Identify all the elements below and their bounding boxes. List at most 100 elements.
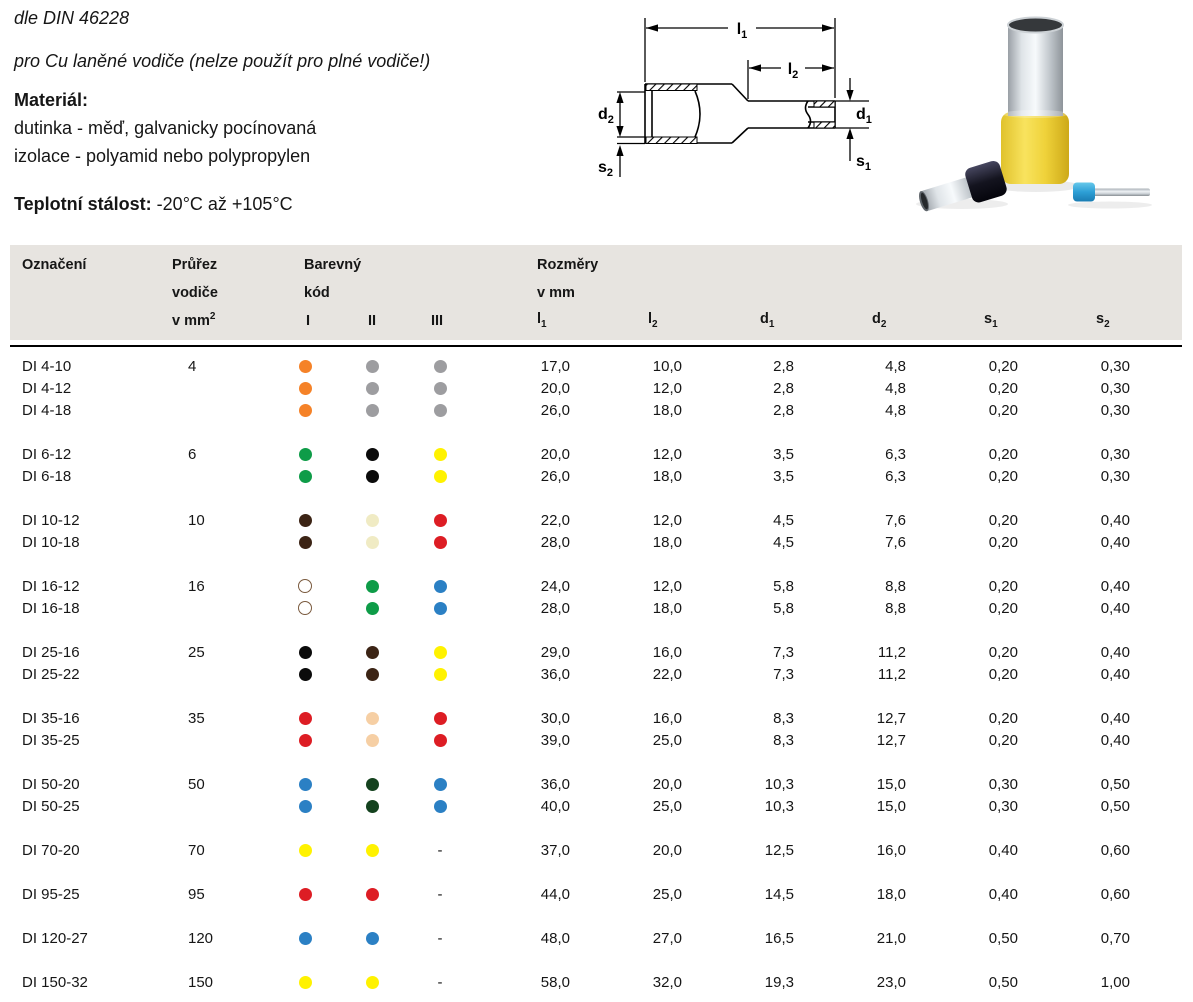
dimension-cell: 25,0 — [652, 797, 682, 815]
color-dot — [298, 513, 312, 527]
color-dot — [365, 601, 379, 615]
cross-section-cell: 35 — [188, 709, 205, 727]
color-code-cell — [404, 733, 476, 747]
designation-cell: DI 95-25 — [22, 885, 80, 903]
dimension-cell: 1,00 — [1100, 973, 1130, 991]
color-dot — [365, 975, 379, 989]
color-dot — [365, 799, 379, 813]
dimension-cell: 16,5 — [764, 929, 794, 947]
color-dot — [433, 733, 447, 747]
dimension-cell: 7,3 — [773, 643, 794, 661]
cross-section-cell: 50 — [188, 775, 205, 793]
dimension-cell: 4,8 — [885, 379, 906, 397]
color-code-cell — [340, 535, 404, 549]
color-code-cell — [340, 667, 404, 681]
designation-cell: DI 50-25 — [22, 797, 80, 815]
color-code-cell: - — [404, 886, 476, 903]
color-dot — [298, 359, 312, 373]
color-dot — [433, 799, 447, 813]
color-dot — [365, 359, 379, 373]
dim-label-l1: l1 — [737, 21, 748, 41]
color-code-cell — [340, 381, 404, 395]
table-row: DI 95-25 95 - 44,0 25,0 14,5 18,0 0,40 0,60 — [0, 883, 1193, 905]
color-code-cell — [270, 887, 340, 901]
color-dot — [433, 447, 447, 461]
dimension-cell: 4,5 — [773, 511, 794, 529]
material-line-2: izolace - polyamid nebo polypropylen — [14, 146, 311, 166]
dimension-cell: 26,0 — [540, 401, 570, 419]
table-row: DI 35-16 35 30,0 16,0 8,3 12,7 0,20 0,40 — [0, 707, 1193, 729]
dimension-cell: 2,8 — [773, 379, 794, 397]
color-dot — [433, 381, 447, 395]
dimension-cell: 16,0 — [876, 841, 906, 859]
dimension-cell: 22,0 — [540, 511, 570, 529]
dimension-cell: 6,3 — [885, 467, 906, 485]
dimension-cell: 22,0 — [652, 665, 682, 683]
dimension-cell: 8,3 — [773, 709, 794, 727]
dimension-cell: 0,40 — [1100, 709, 1130, 727]
color-dot — [365, 711, 379, 725]
color-dot — [433, 579, 447, 593]
color-dot — [433, 711, 447, 725]
group-spacer — [0, 751, 1193, 773]
designation-cell: DI 25-16 — [22, 643, 80, 661]
dimension-cell: 26,0 — [540, 467, 570, 485]
table-row: DI 4-18 26,0 18,0 2,8 4,8 0,20 0,30 — [0, 399, 1193, 421]
color-code-cell — [404, 667, 476, 681]
dimension-cell: 18,0 — [652, 401, 682, 419]
dimension-cell: 0,60 — [1100, 841, 1130, 859]
cross-section-cell: 120 — [188, 929, 214, 947]
dimension-cell: 0,40 — [988, 885, 1018, 903]
dim-label-d2: d2 — [598, 106, 614, 126]
color-dot — [298, 469, 312, 483]
dimension-cell: 0,20 — [988, 533, 1018, 551]
dimension-cell: 24,0 — [540, 577, 570, 595]
color-code-cell — [340, 403, 404, 417]
dimension-cell: 0,40 — [1100, 511, 1130, 529]
dimension-cell: 18,0 — [652, 533, 682, 551]
dimension-cell: 0,30 — [1100, 379, 1130, 397]
color-dot — [298, 777, 312, 791]
group-spacer — [0, 817, 1193, 839]
color-dot — [298, 667, 312, 681]
no-color-dash: - — [437, 929, 443, 947]
color-code-cell: - — [404, 842, 476, 859]
color-code-cell — [270, 601, 340, 615]
color-code-cell — [270, 711, 340, 725]
color-dot — [433, 403, 447, 417]
designation-cell: DI 4-18 — [22, 401, 72, 419]
dimension-cell: 0,50 — [1100, 775, 1130, 793]
dimension-cell: 44,0 — [540, 885, 570, 903]
dimension-arrowheads — [616, 24, 854, 156]
color-dot — [433, 469, 447, 483]
dimension-cell: 0,20 — [988, 401, 1018, 419]
color-dot — [365, 513, 379, 527]
color-code-cell — [270, 843, 340, 857]
group-spacer — [0, 619, 1193, 641]
dimension-cell: 0,30 — [1100, 467, 1130, 485]
dimension-cell: 0,20 — [988, 357, 1018, 375]
cross-section-cell: 16 — [188, 577, 205, 595]
dimension-cell: 0,30 — [988, 797, 1018, 815]
color-code-cell — [270, 469, 340, 483]
no-color-dash: - — [437, 885, 443, 903]
designation-cell: DI 4-10 — [22, 357, 72, 375]
header-cross-3: v mm2 — [172, 311, 216, 329]
color-dot — [365, 667, 379, 681]
color-dot — [298, 535, 312, 549]
color-code-cell — [340, 887, 404, 901]
din-standard-note: dle DIN 46228 — [14, 8, 130, 28]
dimension-cell: 18,0 — [876, 885, 906, 903]
designation-cell: DI 50-20 — [22, 775, 80, 793]
color-code-cell — [270, 513, 340, 527]
dimension-cell: 0,40 — [1100, 643, 1130, 661]
color-code-cell — [270, 975, 340, 989]
color-code-cell — [270, 931, 340, 945]
header-dims-2: v mm — [537, 285, 575, 301]
header-dims-1: Rozměry — [537, 257, 599, 273]
header-cross-1: Průřez — [172, 257, 218, 273]
dimension-cell: 12,0 — [652, 577, 682, 595]
group-spacer — [0, 949, 1193, 971]
header-color-I: I — [306, 313, 311, 329]
color-dot — [365, 579, 379, 593]
